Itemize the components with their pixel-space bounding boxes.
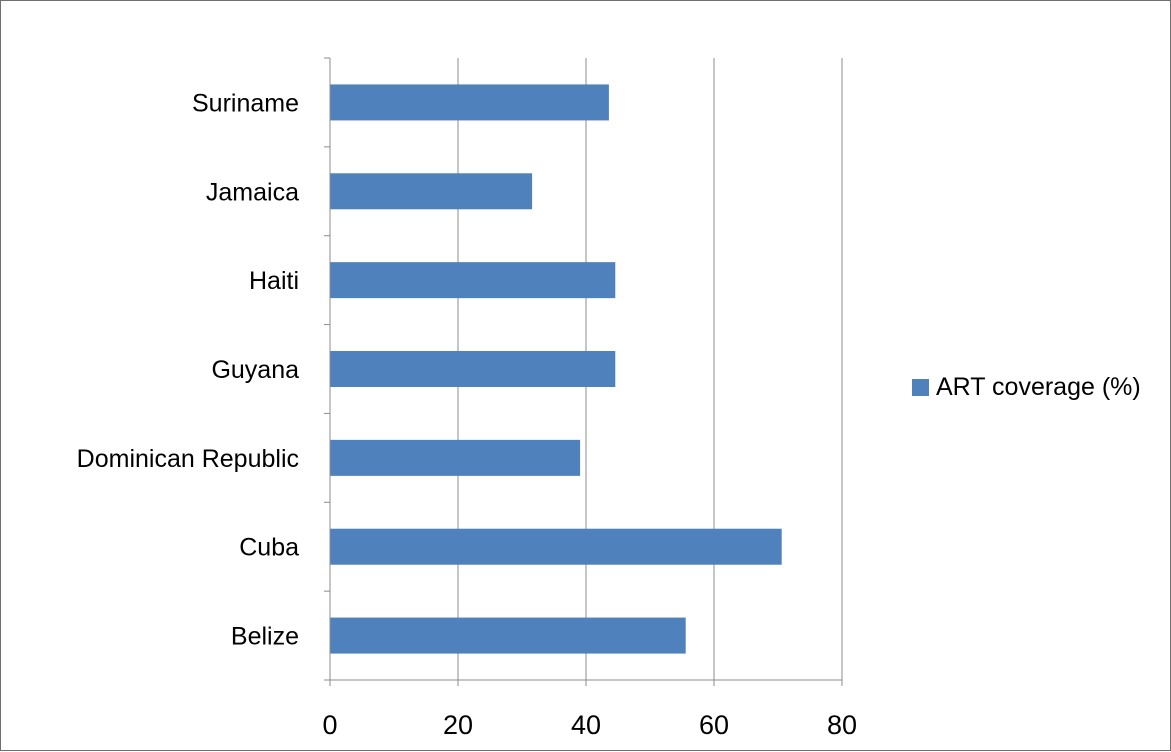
x-tick-label-0: 0 <box>322 710 337 740</box>
category-label: Guyana <box>211 356 299 384</box>
category-label: Jamaica <box>206 178 299 206</box>
category-label: Belize <box>231 623 299 651</box>
bar-jamaica <box>330 173 533 210</box>
category-label: Dominican Republic <box>77 445 299 473</box>
category-label: Suriname <box>192 89 299 117</box>
legend-label: ART coverage (%) <box>936 373 1141 401</box>
bar-cuba <box>330 528 782 565</box>
bar-suriname <box>330 84 609 121</box>
bar-dominican-republic <box>330 439 581 476</box>
x-tick-label-20: 20 <box>443 710 473 740</box>
bar-haiti <box>330 262 616 299</box>
legend-swatch <box>912 379 929 396</box>
x-tick-label-60: 60 <box>699 710 729 740</box>
category-label: Cuba <box>239 534 299 562</box>
x-tick-label-40: 40 <box>571 710 601 740</box>
bar-belize <box>330 617 686 654</box>
x-tick-label-80: 80 <box>827 710 857 740</box>
category-label: Haiti <box>249 267 299 295</box>
bar-guyana <box>330 351 616 387</box>
